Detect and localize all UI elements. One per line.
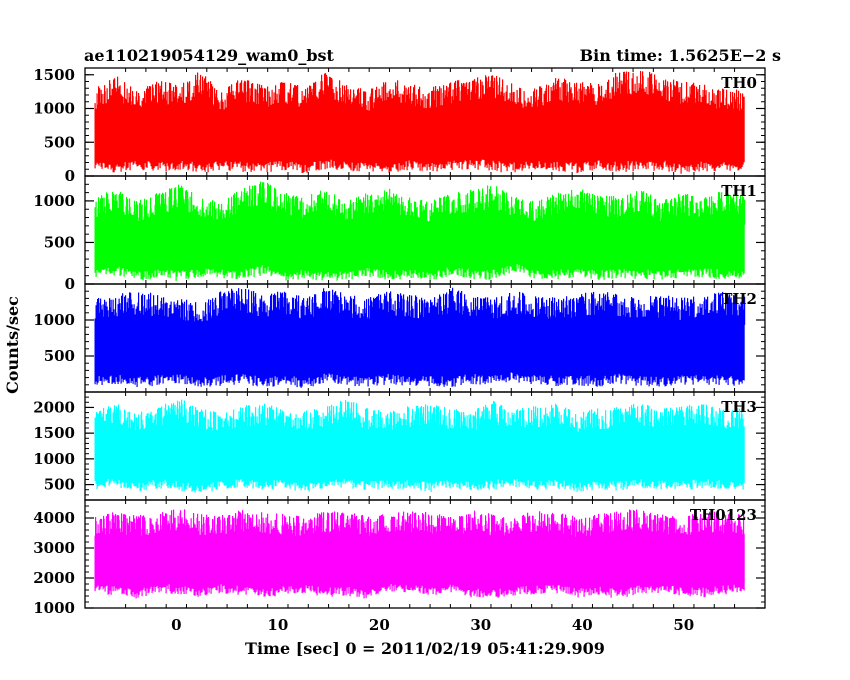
panel-th0: 0 500 1000 1500 TH0 bbox=[33, 66, 766, 185]
x-tick-label: 40 bbox=[572, 616, 593, 634]
y-tick-label: 0 bbox=[65, 275, 75, 293]
y-tick-label: 3000 bbox=[33, 539, 75, 557]
bin-time-label: Bin time: 1.5625E−2 s bbox=[580, 46, 781, 65]
panel-th3: 500 1000 1500 2000 TH3 bbox=[33, 391, 766, 501]
panel-th2: 500 1000 TH2 bbox=[33, 283, 766, 393]
panels-group: 0 500 1000 1500 TH0 0 500 1000 TH1 500 1000 TH2 500 1… bbox=[33, 66, 766, 617]
x-tick-label: 30 bbox=[470, 616, 491, 634]
y-tick-label: 500 bbox=[44, 133, 75, 151]
y-tick-label: 500 bbox=[44, 347, 75, 365]
y-tick-label: 0 bbox=[65, 167, 75, 185]
x-tick-label: 10 bbox=[267, 616, 288, 634]
y-tick-label: 2000 bbox=[33, 398, 75, 416]
series-th0123 bbox=[94, 509, 745, 599]
y-axis-label: Counts/sec bbox=[3, 296, 22, 394]
series-th0 bbox=[94, 71, 745, 174]
x-axis: 0 10 20 30 40 50 bbox=[171, 616, 694, 634]
x-tick-label: 0 bbox=[171, 616, 181, 634]
y-tick-label: 1500 bbox=[33, 66, 75, 84]
y-tick-label: 4000 bbox=[33, 509, 75, 527]
x-axis-label: Time [sec] 0 = 2011/02/19 05:41:29.909 bbox=[245, 639, 605, 658]
series-th3 bbox=[94, 399, 745, 493]
y-tick-label: 500 bbox=[44, 233, 75, 251]
panel-th0123: 1000 2000 3000 4000 TH0123 bbox=[33, 499, 766, 617]
y-tick-label: 1000 bbox=[33, 100, 75, 118]
panel-label: TH2 bbox=[721, 290, 757, 308]
y-tick-label: 1000 bbox=[33, 192, 75, 210]
panel-th1: 0 500 1000 TH1 bbox=[33, 175, 766, 293]
x-tick-label: 50 bbox=[673, 616, 694, 634]
series-th2 bbox=[94, 287, 746, 388]
series-th1 bbox=[94, 181, 746, 282]
panel-label: TH0123 bbox=[690, 506, 757, 524]
y-tick-label: 1000 bbox=[33, 311, 75, 329]
panel-label: TH3 bbox=[721, 398, 757, 416]
panel-label: TH0 bbox=[721, 74, 757, 92]
y-tick-label: 2000 bbox=[33, 569, 75, 587]
y-tick-label: 1000 bbox=[33, 450, 75, 468]
y-tick-label: 500 bbox=[44, 476, 75, 494]
x-tick-label: 20 bbox=[369, 616, 390, 634]
panel-label: TH1 bbox=[721, 182, 757, 200]
y-tick-label: 1000 bbox=[33, 599, 75, 617]
chart-title: ae110219054129_wam0_bst bbox=[84, 46, 335, 65]
y-tick-label: 1500 bbox=[33, 424, 75, 442]
